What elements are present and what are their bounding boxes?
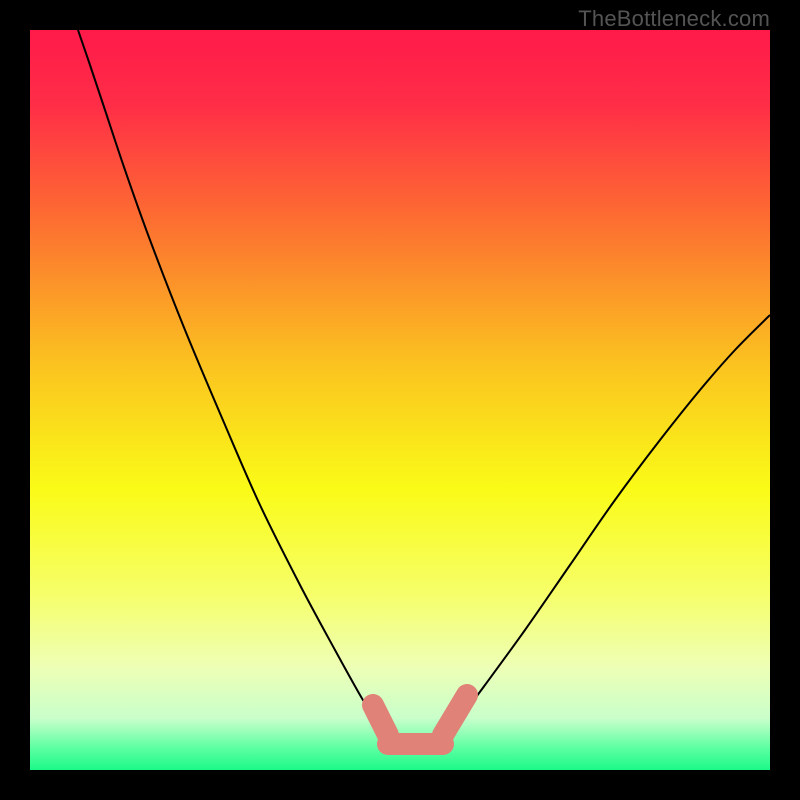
plot-area: [30, 30, 770, 770]
curve-layer: [30, 30, 770, 770]
bottom-markers: [373, 695, 467, 744]
curve-right: [445, 315, 770, 735]
watermark-text: TheBottleneck.com: [578, 6, 770, 32]
curve-left: [78, 30, 385, 735]
